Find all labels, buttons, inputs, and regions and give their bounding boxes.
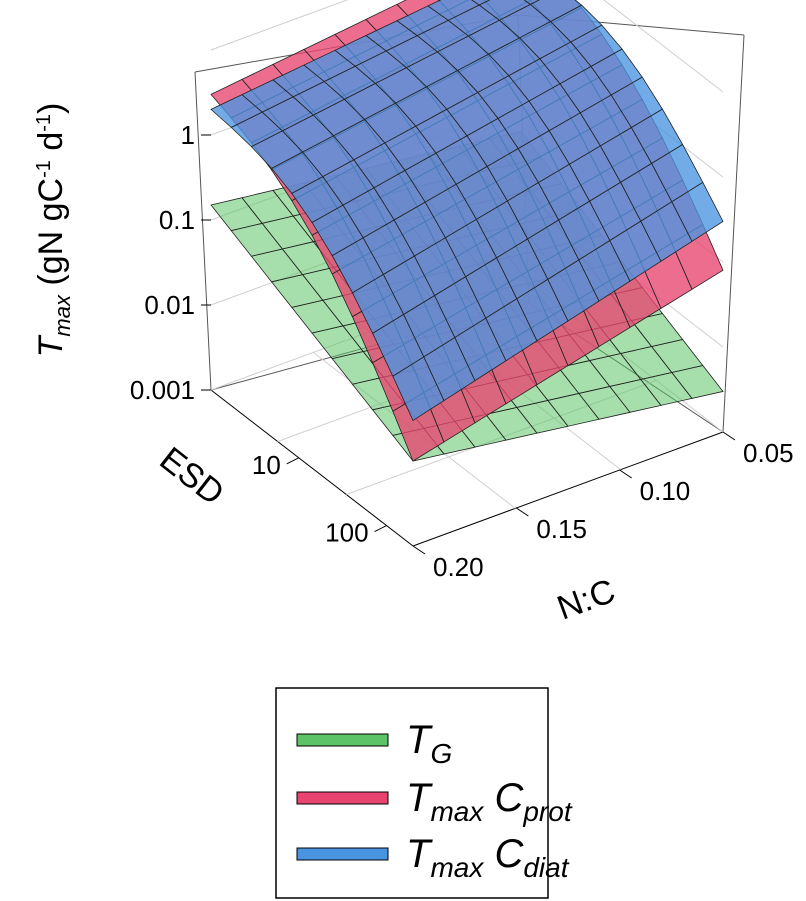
legend-label-diat: Tmax Cdiat	[406, 832, 570, 883]
y-tick-label: 10	[252, 450, 281, 480]
z-tick-label: 1	[181, 120, 195, 150]
legend-swatch-tg	[296, 733, 389, 747]
back-left-vertical	[194, 71, 212, 391]
x-tick	[619, 469, 632, 479]
back-right-vertical	[722, 34, 745, 433]
floor-front-right-edge	[412, 431, 724, 547]
legend-label-tg: TG	[406, 718, 452, 769]
legend-label-prot: Tmax Cprot	[406, 776, 573, 827]
axis-ticks: 0.001 0.01 0.1 1 0.05 0.10 0.15 0.20 10 100	[130, 120, 794, 582]
surface-cell	[529, 0, 583, 22]
legend-swatch-prot	[296, 791, 389, 805]
z-tick-label: 0.1	[159, 205, 195, 235]
z-gridline	[210, 0, 724, 93]
floor-front-left-edge	[210, 389, 414, 547]
x-tick-label: 0.05	[743, 438, 794, 468]
legend-swatch-diat	[296, 847, 389, 861]
x-tick	[412, 545, 426, 555]
legend: TG Tmax Cprot Tmax Cdiat	[275, 687, 573, 899]
z-tick-label: 0.001	[130, 375, 195, 405]
y-tick	[286, 457, 300, 465]
surface-cell	[471, 0, 491, 6]
x-tick-label: 0.10	[640, 476, 691, 506]
y-axis-title: ESD	[153, 440, 231, 513]
surface-cell	[427, 0, 480, 21]
surface-2	[210, 0, 724, 422]
z-tick-label: 0.01	[144, 290, 195, 320]
x-axis-title: N:C	[552, 572, 620, 628]
x-tick	[516, 507, 529, 517]
x-tick	[722, 431, 736, 441]
surfaces	[210, 0, 724, 462]
y-tick-label: 100	[325, 518, 368, 548]
x-tick-label: 0.15	[536, 514, 587, 544]
y-tick	[374, 525, 387, 533]
z-axis-title: Tmax (gN gC-1 d-1)	[32, 103, 75, 358]
surface-cell	[478, 0, 532, 21]
x-tick-label: 0.20	[433, 552, 484, 582]
surface-cell	[523, 0, 540, 5]
